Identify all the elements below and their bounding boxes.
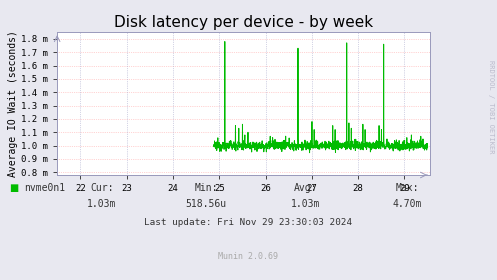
Text: 4.70m: 4.70m	[393, 199, 422, 209]
Text: Max:: Max:	[396, 183, 419, 193]
Text: ■: ■	[9, 183, 18, 193]
Text: Last update: Fri Nov 29 23:30:03 2024: Last update: Fri Nov 29 23:30:03 2024	[145, 218, 352, 227]
Title: Disk latency per device - by week: Disk latency per device - by week	[114, 15, 373, 30]
Text: Min:: Min:	[194, 183, 218, 193]
Y-axis label: Average IO Wait (seconds): Average IO Wait (seconds)	[8, 30, 18, 177]
Text: 518.56u: 518.56u	[186, 199, 227, 209]
Text: 1.03m: 1.03m	[291, 199, 321, 209]
Text: Avg:: Avg:	[294, 183, 318, 193]
Text: Cur:: Cur:	[90, 183, 114, 193]
Text: RRDTOOL / TOBI OETIKER: RRDTOOL / TOBI OETIKER	[488, 60, 494, 153]
Text: Munin 2.0.69: Munin 2.0.69	[219, 252, 278, 261]
Text: nvme0n1: nvme0n1	[24, 183, 65, 193]
Text: 1.03m: 1.03m	[87, 199, 117, 209]
